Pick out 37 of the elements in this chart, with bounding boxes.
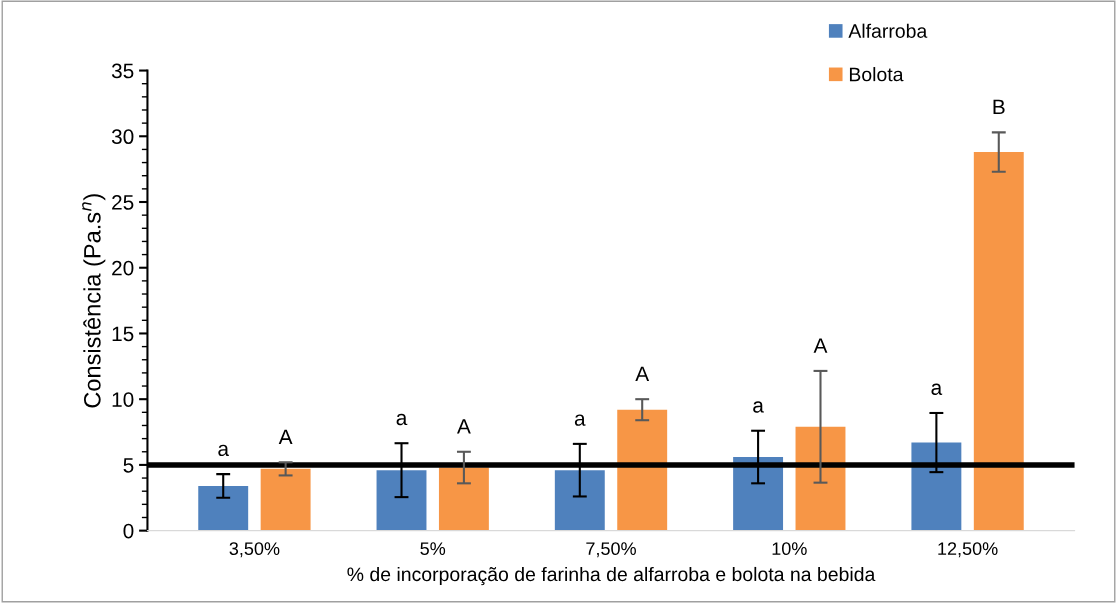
bar bbox=[911, 442, 962, 531]
y-tick-label: 35 bbox=[111, 63, 134, 79]
annotation: a bbox=[218, 444, 230, 457]
annotation: A bbox=[457, 419, 471, 434]
x-tick-label: 3,50% bbox=[229, 542, 280, 558]
annotation: A bbox=[635, 366, 650, 381]
y-tick-label: 0 bbox=[123, 523, 134, 539]
y-axis-title: Consistência (Pa.s$^{n}$) bbox=[82, 194, 106, 408]
annotation: a bbox=[931, 383, 943, 395]
bar bbox=[973, 152, 1024, 531]
bar bbox=[376, 470, 427, 531]
legend-label: Bolota bbox=[849, 67, 904, 82]
y-tick-label: 20 bbox=[112, 260, 134, 276]
bar bbox=[795, 426, 846, 531]
annotation: a bbox=[396, 413, 408, 426]
annotation: a bbox=[574, 414, 586, 426]
bar bbox=[554, 470, 605, 531]
x-axis-title: % de incorporação de farinha de alfarroba e bolota na bebida bbox=[347, 566, 876, 586]
y-tick-label: 15 bbox=[112, 326, 134, 342]
x-tick-label: 5% bbox=[420, 542, 446, 556]
bar bbox=[617, 409, 668, 531]
x-tick-label: 12,50% bbox=[938, 542, 998, 558]
bar bbox=[438, 467, 489, 531]
y-tick-label: 25 bbox=[112, 195, 134, 210]
annotation: B bbox=[993, 99, 1005, 115]
bar bbox=[260, 468, 311, 531]
annotation: A bbox=[813, 338, 828, 353]
bar bbox=[198, 485, 249, 531]
y-tick-label: 10 bbox=[112, 392, 134, 407]
annotation: a bbox=[753, 401, 764, 413]
legend-label: Alfarroba bbox=[848, 23, 928, 38]
bar bbox=[733, 457, 784, 531]
y-tick-label: 5 bbox=[123, 458, 134, 473]
x-tick-label: 7,50% bbox=[586, 542, 636, 558]
annotation: A bbox=[278, 429, 293, 445]
y-tick-label: 30 bbox=[111, 129, 134, 145]
x-tick-label: 10% bbox=[772, 542, 807, 556]
